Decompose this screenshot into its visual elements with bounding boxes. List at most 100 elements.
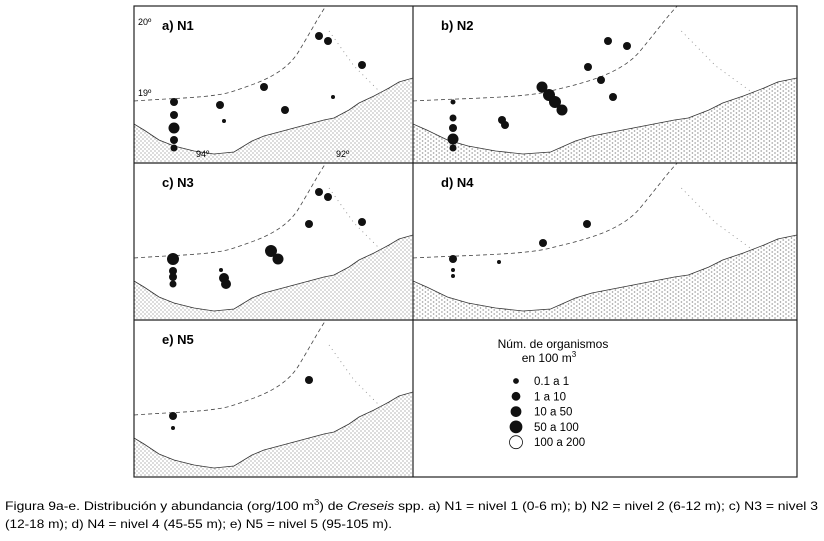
station-dot [260, 83, 268, 91]
panel-label: d) N4 [441, 175, 474, 190]
station-dot [170, 111, 178, 119]
station-dot [609, 93, 617, 101]
station-dot [169, 412, 177, 420]
station-dot [331, 95, 335, 99]
legend-symbol [509, 435, 523, 450]
map-content [134, 320, 413, 477]
station-dot [501, 121, 509, 129]
station-dot [305, 220, 313, 228]
station-dot [169, 273, 177, 281]
isobath [413, 6, 677, 101]
map-content [134, 163, 413, 320]
station-dot [221, 279, 231, 289]
station-dot [169, 280, 177, 288]
caption-text: ) de [319, 499, 347, 513]
station-dot [315, 188, 323, 196]
station-dot [324, 193, 332, 201]
land [413, 235, 797, 320]
lon-label: 94º [196, 149, 210, 159]
station-dot [597, 76, 605, 84]
isobath-dotted [681, 188, 757, 253]
caption-text: spp. a) N1 = nivel 1 (0-6 m); b) N2 = ni… [394, 499, 818, 513]
station-dot [358, 61, 366, 69]
legend: 0.1 a 1 1 a 10 10 a 50 50 a 100 100 a 200 [509, 376, 585, 450]
station-dot [167, 253, 179, 265]
isobath-dotted [681, 31, 757, 96]
lat-label: 20º [138, 17, 152, 27]
station-dot [451, 274, 455, 278]
station-dot [170, 98, 178, 106]
station-dot [216, 101, 224, 109]
station-dot [536, 81, 548, 93]
isobath [413, 163, 677, 258]
station-dot [170, 144, 178, 152]
station-dot [169, 267, 177, 275]
station-dot [449, 144, 457, 152]
isobath [134, 6, 326, 101]
station-dot [168, 122, 180, 134]
map-content [134, 6, 413, 163]
caption: Figura 9a-e. Distribución y abundancia (… [5, 498, 818, 513]
land [134, 392, 413, 477]
panel-label: b) N2 [441, 18, 474, 33]
map-panel: c) N3 [134, 163, 413, 320]
land [413, 78, 797, 163]
legend-label: 10 a 50 [534, 407, 572, 419]
map-panel: e) N5 [134, 320, 413, 477]
map-content [413, 163, 797, 320]
station-dot [556, 104, 568, 116]
isobath-dotted [329, 31, 384, 96]
panel-label: a) N1 [162, 18, 194, 33]
station-dot [623, 42, 631, 50]
legend-label: 50 a 100 [534, 422, 579, 434]
station-dot [449, 255, 457, 263]
station-dot [219, 268, 223, 272]
station-dot [358, 218, 366, 226]
caption-sup: 3 [314, 498, 320, 507]
panel-label: e) N5 [162, 332, 194, 347]
station-dot [324, 37, 332, 45]
station-dot [170, 136, 178, 144]
station-dot [305, 376, 313, 384]
station-dot [583, 220, 591, 228]
station-dot [171, 426, 175, 430]
caption-italic: Creseis [347, 499, 394, 513]
caption-text: (12-18 m); d) N4 = nivel 4 (45-55 m); e)… [5, 517, 392, 531]
station-dot [447, 133, 459, 145]
legend-symbol [513, 378, 519, 384]
station-dot [539, 239, 547, 247]
map-panel: b) N2 [413, 6, 797, 163]
station-dot [265, 245, 277, 257]
legend-sup: 3 [572, 350, 577, 359]
station-dot [272, 253, 284, 265]
map-panel: d) N4 [413, 163, 797, 320]
legend-title: en 100 m3 [522, 350, 577, 365]
maps: a) N1 b) N2 c) N3 d) N4 e) N5 [134, 6, 797, 477]
lon-label: 92º [336, 149, 350, 159]
station-dot [281, 106, 289, 114]
legend-label: 100 a 200 [534, 437, 585, 449]
station-dot [451, 268, 455, 272]
station-dot [449, 124, 457, 132]
station-dot [450, 99, 456, 105]
panel-label: c) N3 [162, 175, 194, 190]
map-content [413, 6, 797, 163]
isobath-dotted [329, 188, 384, 253]
land [134, 235, 413, 320]
caption-text: Figura 9a-e. Distribución y abundancia (… [5, 499, 314, 513]
station-dot [584, 63, 592, 71]
station-dot [222, 119, 226, 123]
legend-label: 0.1 a 1 [534, 376, 569, 388]
isobath [134, 163, 326, 258]
isobath-dotted [329, 345, 384, 410]
station-dot [549, 96, 561, 108]
legend-label: 1 a 10 [534, 391, 566, 403]
legend-title: en 100 m [522, 351, 572, 365]
station-dot [497, 260, 501, 264]
land [134, 78, 413, 163]
lat-label: 19º [138, 88, 152, 98]
legend-symbol [509, 420, 523, 434]
legend-symbol [510, 406, 522, 418]
station-dot [604, 37, 612, 45]
